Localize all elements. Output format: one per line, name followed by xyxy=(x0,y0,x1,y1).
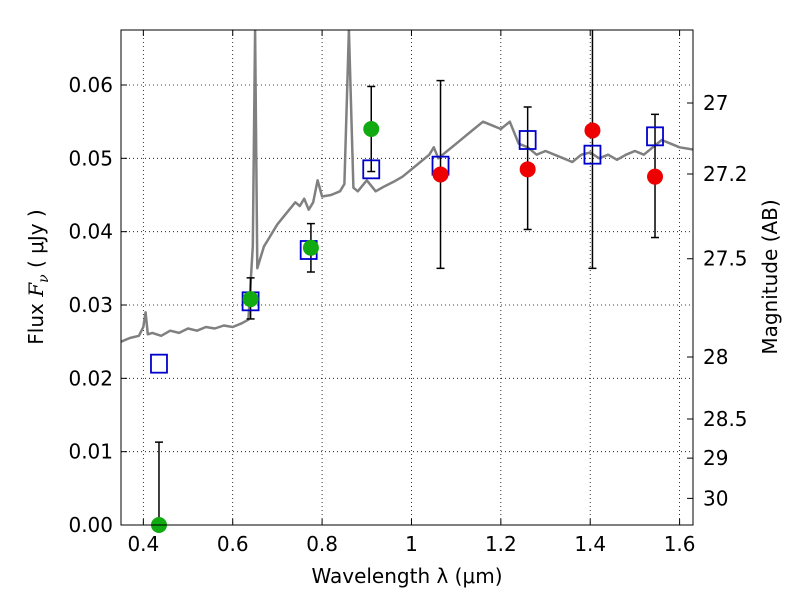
y-axis-title: Flux Fν ( μJy ) xyxy=(24,209,52,344)
axis-ticks: 0.4 0.6 0.8 1 1.2 1.4 1.6 0.00 0.01 0.02 0.03 0.04 0… xyxy=(68,30,748,556)
model-photometry-point xyxy=(518,130,537,150)
model-photometry-point xyxy=(150,353,168,374)
marker-layer xyxy=(150,30,664,533)
x-tick-label: 1.2 xyxy=(485,532,517,556)
y2-tick-label: 28.5 xyxy=(703,407,748,431)
y-axis-title-suffix: ( μJy ) xyxy=(24,209,48,274)
x-tick-label: 1.6 xyxy=(664,532,696,556)
x-tick-label: 0.8 xyxy=(306,532,338,556)
model-photometry-point xyxy=(583,144,602,165)
y-tick-label: 0.04 xyxy=(68,220,113,244)
x-axis-title: Wavelength λ (μm) xyxy=(311,564,502,588)
observed-point-green xyxy=(302,239,319,256)
y2-tick-label: 27.2 xyxy=(703,162,748,186)
y-tick-label: 0.02 xyxy=(68,366,113,390)
y2-tick-label: 29 xyxy=(703,446,728,470)
y-tick-label: 0.00 xyxy=(68,513,113,537)
x-tick-label: 0.6 xyxy=(217,532,249,556)
observed-point-red xyxy=(432,166,449,183)
observed-point-red xyxy=(647,168,664,185)
y2-axis-title: Magnitude (AB) xyxy=(758,199,782,354)
y-axis-title-prefix: Flux xyxy=(24,297,48,345)
model-spectrum-line xyxy=(121,30,693,343)
y2-tick-label: 27.5 xyxy=(703,247,748,271)
y-tick-label: 0.01 xyxy=(68,440,113,464)
y-axis-title-subscript: ν xyxy=(36,274,52,283)
observed-point-red xyxy=(519,161,536,178)
y-tick-label: 0.06 xyxy=(68,73,113,97)
y2-tick-label: 27 xyxy=(703,91,728,115)
observed-point-red xyxy=(584,122,601,139)
data-layer xyxy=(121,30,693,343)
x-tick-label: 0.4 xyxy=(127,532,159,556)
y-tick-label: 0.03 xyxy=(68,293,113,317)
plot-frame xyxy=(120,29,694,526)
y2-tick-label: 28 xyxy=(703,345,728,369)
model-photometry-point xyxy=(646,126,664,147)
y-tick-label: 0.05 xyxy=(68,146,113,170)
observed-point-green xyxy=(242,291,259,308)
y-axis-title-symbol: F xyxy=(24,282,48,298)
model-photometry-point xyxy=(362,159,381,180)
y2-tick-label: 30 xyxy=(703,486,728,510)
plot-background xyxy=(121,30,693,525)
observed-point-green xyxy=(363,121,380,137)
x-tick-label: 1 xyxy=(405,532,418,556)
x-tick-label: 1.4 xyxy=(574,532,606,556)
